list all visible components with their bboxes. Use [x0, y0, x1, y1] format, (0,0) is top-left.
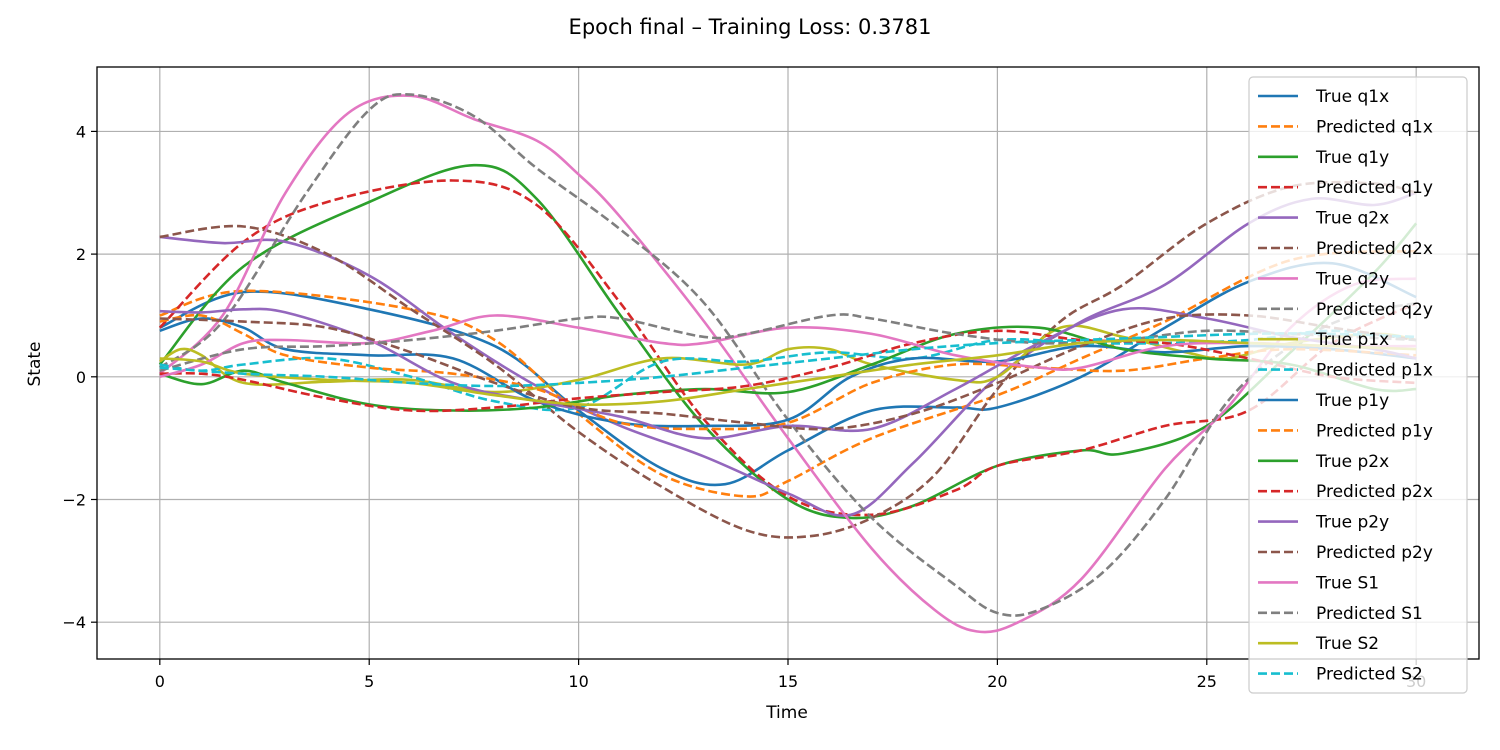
- chart-title: Epoch final – Training Loss: 0.3781: [569, 15, 932, 39]
- legend-label: True S2: [1315, 634, 1379, 654]
- series-line-predicted-p1y: [159, 313, 1417, 431]
- x-axis-label: Time: [765, 703, 808, 723]
- x-tick-label: 25: [1197, 672, 1217, 691]
- legend-label: Predicted q1x: [1316, 117, 1433, 137]
- series-line-true-s2: [159, 338, 1417, 407]
- series-line-true-p1x: [159, 324, 1417, 394]
- series-line-predicted-q2y: [159, 92, 1417, 617]
- legend: True q1x Predicted q1x True q1y Predicted q…: [1248, 76, 1468, 694]
- legend-label: Predicted p2x: [1316, 482, 1433, 502]
- series-line-predicted-p2x: [159, 329, 1417, 413]
- series-line-predicted-q1y: [158, 179, 1417, 517]
- legend-label: Predicted p2y: [1316, 543, 1433, 563]
- series-line-predicted-q2x: [159, 180, 1417, 539]
- series-line-true-p2y: [159, 306, 1417, 440]
- series-line-true-q1x: [159, 261, 1417, 487]
- y-tick-label: −4: [62, 613, 86, 632]
- legend-label: Predicted p1x: [1316, 361, 1433, 381]
- legend-label: True q2x: [1315, 209, 1389, 229]
- legend-label: True S1: [1315, 573, 1379, 593]
- legend-label: True p2x: [1315, 452, 1389, 472]
- legend-label: Predicted S2: [1316, 665, 1423, 685]
- series-line-true-q2x: [159, 191, 1417, 518]
- legend-label: True q1x: [1315, 87, 1389, 107]
- legend-label: True p1x: [1315, 330, 1389, 350]
- y-tick-label: 2: [76, 245, 86, 264]
- series-line-predicted-q1x: [159, 249, 1417, 498]
- y-tick-label: 4: [76, 122, 86, 141]
- y-axis-label: State: [25, 342, 45, 387]
- x-tick-label: 10: [568, 672, 588, 691]
- legend-label: Predicted q1y: [1316, 178, 1433, 198]
- legend-label: True q2y: [1315, 269, 1389, 289]
- series-line-predicted-s1: [159, 313, 1417, 372]
- x-tick-label: 15: [778, 672, 798, 691]
- legend-box: [1248, 76, 1468, 694]
- series-line-predicted-s2: [159, 332, 1417, 388]
- legend-label: Predicted q2x: [1316, 239, 1433, 259]
- y-tick-label: −2: [62, 490, 86, 509]
- series-line-true-p2x: [159, 325, 1417, 412]
- x-tick-label: 0: [155, 672, 165, 691]
- legend-label: True p1y: [1315, 391, 1389, 411]
- series-line-true-s1: [159, 314, 1417, 379]
- legend-label: True p2y: [1315, 513, 1389, 533]
- x-tick-label: 5: [364, 672, 374, 691]
- series-group: [158, 92, 1418, 634]
- y-tick-label: 0: [76, 368, 86, 387]
- legend-label: Predicted q2y: [1316, 300, 1433, 320]
- series-line-true-q2y: [158, 94, 1417, 634]
- legend-label: Predicted p1y: [1316, 421, 1433, 441]
- x-tick-label: 20: [987, 672, 1007, 691]
- series-line-predicted-p2y: [159, 313, 1417, 431]
- legend-label: True q1y: [1315, 148, 1389, 168]
- legend-label: Predicted S1: [1316, 604, 1423, 624]
